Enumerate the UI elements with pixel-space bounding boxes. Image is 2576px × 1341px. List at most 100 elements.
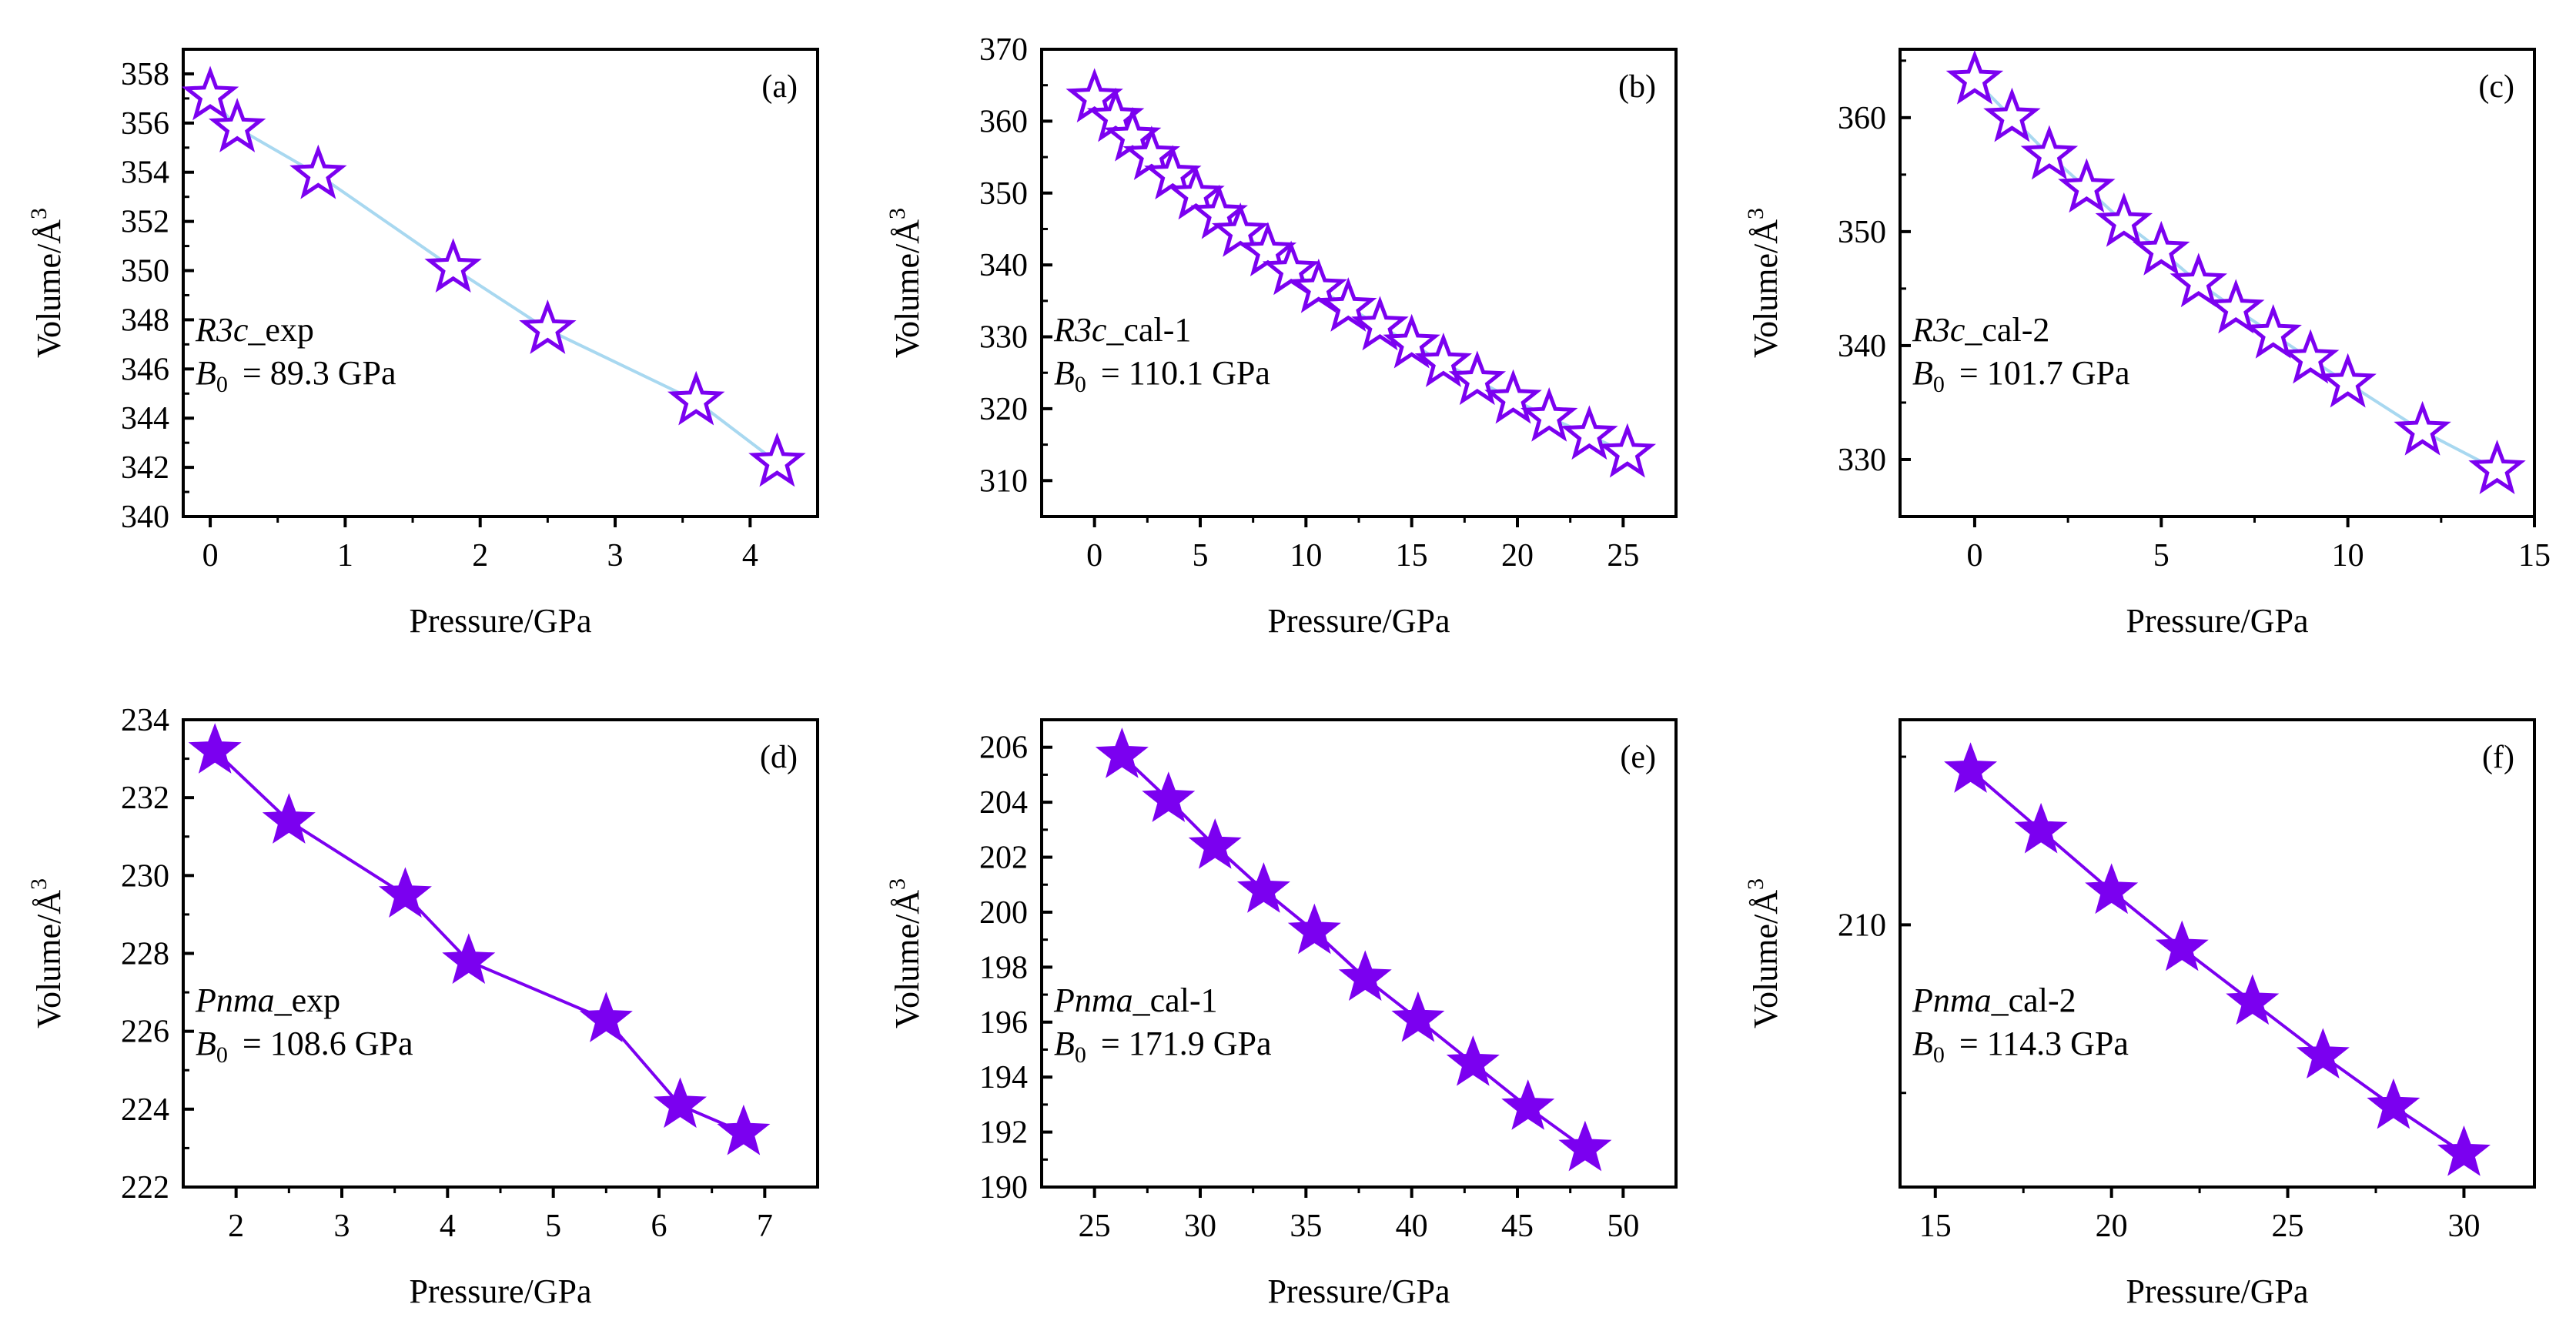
data-point-c <box>2020 125 2079 180</box>
annotation-b0-f: B0 = 114.3 GPa <box>1912 1025 2129 1068</box>
y-tick-label-c: 350 <box>1838 215 1886 250</box>
y-tick-label-c: 360 <box>1838 101 1886 136</box>
x-axis-title-d: Pressure/GPa <box>409 1272 591 1310</box>
data-point-b <box>1484 369 1542 424</box>
x-tick-label-e: 35 <box>1290 1209 1322 1244</box>
panel-tag-e: (e) <box>1620 740 1656 775</box>
y-tick-label-b: 340 <box>979 248 1028 283</box>
x-tick-label-f: 25 <box>2272 1209 2304 1244</box>
annotation-b0-a: B0 = 89.3 GPa <box>196 354 396 397</box>
data-point-d <box>653 1077 707 1129</box>
y-tick-label-b: 350 <box>979 176 1028 212</box>
data-point-c <box>2207 279 2265 334</box>
data-point-f <box>2155 920 2209 971</box>
x-axis-title-f: Pressure/GPa <box>2126 1272 2308 1310</box>
plot-frame-c <box>1899 48 2536 518</box>
annotation-phase-c: R3c_cal-2 <box>1912 311 2049 349</box>
data-point-e <box>1501 1079 1555 1130</box>
x-tick-label-d: 5 <box>545 1209 561 1244</box>
chart-b: 0 5 10 15 20 25 310 320 330 340 350 360 370 Pressure/… <box>885 32 1678 640</box>
panel-tag-a: (a) <box>761 69 798 105</box>
y-tick-label-c: 340 <box>1838 329 1886 364</box>
y-axis-title-a: Volume/Å3 <box>26 208 68 358</box>
y-axis-title-c: Volume/Å3 <box>1743 208 1785 358</box>
y-axis-title-sup: 3 <box>26 878 52 890</box>
data-point-b <box>1448 350 1507 406</box>
annotation-b0-c: B0 = 101.7 GPa <box>1912 354 2129 397</box>
data-point-c <box>2468 440 2526 494</box>
data-point-b <box>1290 258 1348 313</box>
x-tick-label-c: 5 <box>2153 538 2170 574</box>
x-tick-label-e: 30 <box>1184 1209 1216 1244</box>
y-tick-label-d: 230 <box>121 858 169 894</box>
x-tick-label-f: 20 <box>2096 1209 2128 1244</box>
plot-frame-d <box>182 718 819 1189</box>
panel-f: 15 20 25 30 210 Pressure/GPa Volume/Å3 (f) Pnma_… <box>1717 670 2576 1341</box>
x-tick-label-b: 5 <box>1193 538 1209 574</box>
data-point-d <box>717 1104 771 1155</box>
y-tick-label-e: 198 <box>979 950 1028 985</box>
y-tick-label-d: 222 <box>121 1170 169 1206</box>
data-point-a <box>667 370 725 426</box>
x-axis-title-c: Pressure/GPa <box>2126 602 2308 640</box>
data-point-f <box>2367 1078 2420 1129</box>
y-tick-label-a: 358 <box>121 57 169 92</box>
data-point-c <box>2058 158 2116 213</box>
plot-frame-f <box>1899 718 2536 1189</box>
y-tick-label-e: 192 <box>979 1115 1028 1151</box>
y-tick-label-a: 342 <box>121 450 169 486</box>
data-point-a <box>519 299 577 354</box>
data-point-d <box>442 933 496 984</box>
data-point-b <box>1561 405 1618 460</box>
x-tick-label-c: 10 <box>2332 538 2364 574</box>
data-point-a <box>748 432 806 487</box>
data-point-f <box>2085 863 2139 915</box>
y-tick-label-a: 346 <box>121 352 169 387</box>
y-tick-label-a: 348 <box>121 303 169 338</box>
x-tick-label-b: 15 <box>1396 538 1428 574</box>
data-point-d <box>579 992 633 1042</box>
annotation-b0-b: B0 = 110.1 GPa <box>1054 354 1270 397</box>
x-tick-label-e: 50 <box>1607 1209 1639 1244</box>
x-tick-label-c: 15 <box>2518 538 2551 574</box>
data-point-f <box>2014 802 2068 854</box>
data-point-f <box>2296 1028 2350 1079</box>
data-point-c <box>2394 400 2451 456</box>
data-point-b <box>1351 296 1409 351</box>
data-point-b <box>1414 333 1473 387</box>
data-point-c <box>2319 353 2377 408</box>
chart-e: 25 30 35 40 45 50 190 192 194 196 198 200 202 204 206 P… <box>885 718 1678 1310</box>
panel-tag-d: (d) <box>760 740 798 775</box>
annotation-phase-d: Pnma_exp <box>195 982 340 1019</box>
y-axis-title-sup: 3 <box>1743 208 1768 219</box>
plot-frame-e <box>1040 718 1678 1189</box>
annotation-phase-f: Pnma_cal-2 <box>1912 982 2076 1019</box>
y-axis-title-sup: 3 <box>885 878 910 890</box>
y-tick-label-e: 196 <box>979 1005 1028 1041</box>
data-point-d <box>378 867 432 918</box>
data-point-c <box>2281 329 2340 384</box>
x-tick-label-b: 25 <box>1607 538 1639 574</box>
chart-a: 0 1 2 3 4 340 342 344 346 348 350 352 354 356 358 Press… <box>26 48 819 640</box>
y-tick-label-d: 228 <box>121 937 169 972</box>
data-point-b <box>1262 240 1320 296</box>
data-point-b <box>1598 423 1657 478</box>
x-tick-label-f: 30 <box>2447 1209 2480 1244</box>
panel-tag-b: (b) <box>1618 69 1656 105</box>
data-point-e <box>1391 991 1445 1042</box>
y-axis-title-d: Volume/Å3 <box>26 878 68 1028</box>
x-tick-label-a: 0 <box>202 538 219 574</box>
data-point-a <box>208 98 266 152</box>
y-tick-label-a: 350 <box>121 254 169 289</box>
x-tick-label-c: 0 <box>1966 538 1982 574</box>
y-tick-label-f: 210 <box>1838 908 1886 943</box>
data-point-b <box>1320 277 1377 332</box>
panel-c: 0 5 10 15 330 340 350 360 Pressure/GPa Volume/Å3 (… <box>1717 0 2576 670</box>
x-tick-label-a: 2 <box>472 538 488 574</box>
x-axis-title-b: Pressure/GPa <box>1267 602 1450 640</box>
y-tick-label-e: 204 <box>979 785 1028 821</box>
y-axis-title-sup: 3 <box>1743 878 1768 890</box>
panel-tag-f: (f) <box>2482 740 2514 775</box>
y-tick-label-b: 360 <box>979 104 1028 139</box>
data-point-c <box>1983 87 2041 142</box>
